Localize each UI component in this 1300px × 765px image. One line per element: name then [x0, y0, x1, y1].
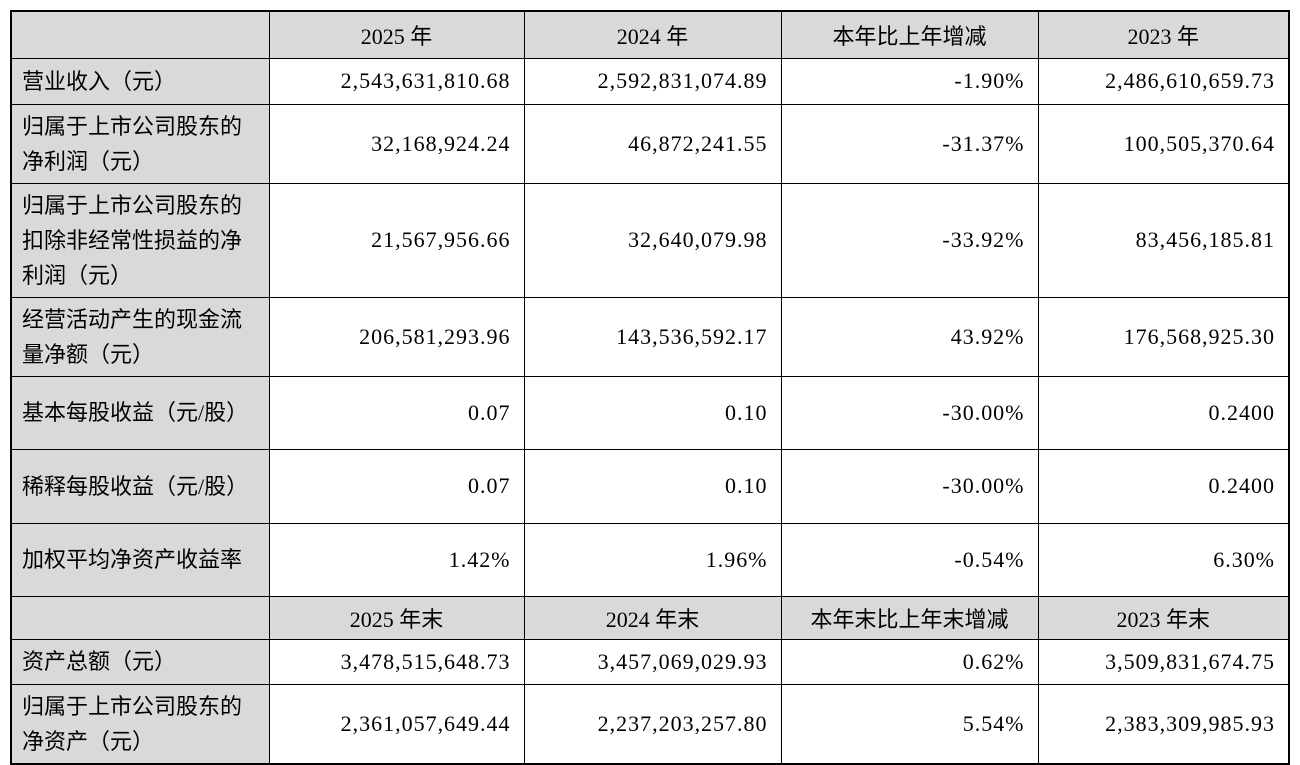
col-header-2024-end: 2024 年末	[523, 595, 782, 640]
cell-value: -31.37%	[780, 103, 1039, 184]
cell-value: 0.10	[523, 375, 782, 450]
cell-value: -33.92%	[780, 182, 1039, 298]
table-row-operating-cash-flow: 经营活动产生的现金流量净额（元） 206,581,293.96 143,536,…	[10, 296, 1290, 377]
col-header-2023-end: 2023 年末	[1037, 595, 1290, 640]
cell-value: 2,237,203,257.80	[523, 683, 782, 764]
cell-value: 46,872,241.55	[523, 103, 782, 184]
cell-value: 100,505,370.64	[1037, 103, 1290, 184]
row-label: 加权平均净资产收益率	[10, 522, 270, 597]
cell-value: 0.07	[268, 375, 525, 450]
row-label: 归属于上市公司股东的净利润（元）	[10, 103, 270, 184]
cell-value: -0.54%	[780, 522, 1039, 597]
col-header-2025-end: 2025 年末	[268, 595, 525, 640]
table-row-net-profit-excl-nonrecurring: 归属于上市公司股东的扣除非经常性损益的净利润（元） 21,567,956.66 …	[10, 182, 1290, 298]
cell-value: 0.2400	[1037, 448, 1290, 524]
col-header-2023: 2023 年	[1037, 10, 1290, 59]
cell-value: 0.62%	[780, 638, 1039, 685]
period-end-header-empty-cell	[10, 595, 270, 640]
cell-value: 6.30%	[1037, 522, 1290, 597]
table-row-diluted-eps: 稀释每股收益（元/股） 0.07 0.10 -30.00% 0.2400	[10, 448, 1290, 524]
period-end-header-row: 2025 年末 2024 年末 本年末比上年末增减 2023 年末	[10, 595, 1290, 640]
table-row-net-profit: 归属于上市公司股东的净利润（元） 32,168,924.24 46,872,24…	[10, 103, 1290, 184]
row-label: 经营活动产生的现金流量净额（元）	[10, 296, 270, 377]
cell-value: 83,456,185.81	[1037, 182, 1290, 298]
row-label: 基本每股收益（元/股）	[10, 375, 270, 450]
financial-summary: 2025 年 2024 年 本年比上年增减 2023 年 营业收入（元） 2,5…	[10, 10, 1290, 765]
cell-value: 143,536,592.17	[523, 296, 782, 377]
financial-summary-table: 2025 年 2024 年 本年比上年增减 2023 年 营业收入（元） 2,5…	[10, 10, 1290, 765]
cell-value: 2,543,631,810.68	[268, 57, 525, 105]
cell-value: 0.2400	[1037, 375, 1290, 450]
col-header-yoy-change: 本年比上年增减	[780, 10, 1039, 59]
row-label: 归属于上市公司股东的净资产（元）	[10, 683, 270, 764]
cell-value: 0.10	[523, 448, 782, 524]
cell-value: 206,581,293.96	[268, 296, 525, 377]
cell-value: 2,486,610,659.73	[1037, 57, 1290, 105]
cell-value: 43.92%	[780, 296, 1039, 377]
cell-value: 32,168,924.24	[268, 103, 525, 184]
cell-value: 5.54%	[780, 683, 1039, 764]
cell-value: 32,640,079.98	[523, 182, 782, 298]
table-row-revenue: 营业收入（元） 2,543,631,810.68 2,592,831,074.8…	[10, 57, 1290, 105]
row-label: 归属于上市公司股东的扣除非经常性损益的净利润（元）	[10, 182, 270, 298]
col-header-2025: 2025 年	[268, 10, 525, 59]
cell-value: -30.00%	[780, 375, 1039, 450]
cell-value: 3,457,069,029.93	[523, 638, 782, 685]
cell-value: 1.42%	[268, 522, 525, 597]
cell-value: 3,478,515,648.73	[268, 638, 525, 685]
row-label: 营业收入（元）	[10, 57, 270, 105]
period-header-empty-cell	[10, 10, 270, 59]
table-row-basic-eps: 基本每股收益（元/股） 0.07 0.10 -30.00% 0.2400	[10, 375, 1290, 450]
col-header-2024: 2024 年	[523, 10, 782, 59]
cell-value: 3,509,831,674.75	[1037, 638, 1290, 685]
row-label: 资产总额（元）	[10, 638, 270, 685]
table-row-net-assets: 归属于上市公司股东的净资产（元） 2,361,057,649.44 2,237,…	[10, 683, 1290, 764]
row-label: 稀释每股收益（元/股）	[10, 448, 270, 524]
cell-value: 21,567,956.66	[268, 182, 525, 298]
table-row-weighted-avg-roe: 加权平均净资产收益率 1.42% 1.96% -0.54% 6.30%	[10, 522, 1290, 597]
period-header-row: 2025 年 2024 年 本年比上年增减 2023 年	[10, 10, 1290, 59]
table-row-total-assets: 资产总额（元） 3,478,515,648.73 3,457,069,029.9…	[10, 638, 1290, 685]
cell-value: 2,592,831,074.89	[523, 57, 782, 105]
cell-value: 0.07	[268, 448, 525, 524]
cell-value: 2,361,057,649.44	[268, 683, 525, 764]
cell-value: 176,568,925.30	[1037, 296, 1290, 377]
col-header-end-yoy-change: 本年末比上年末增减	[780, 595, 1039, 640]
cell-value: -30.00%	[780, 448, 1039, 524]
cell-value: -1.90%	[780, 57, 1039, 105]
cell-value: 2,383,309,985.93	[1037, 683, 1290, 764]
cell-value: 1.96%	[523, 522, 782, 597]
